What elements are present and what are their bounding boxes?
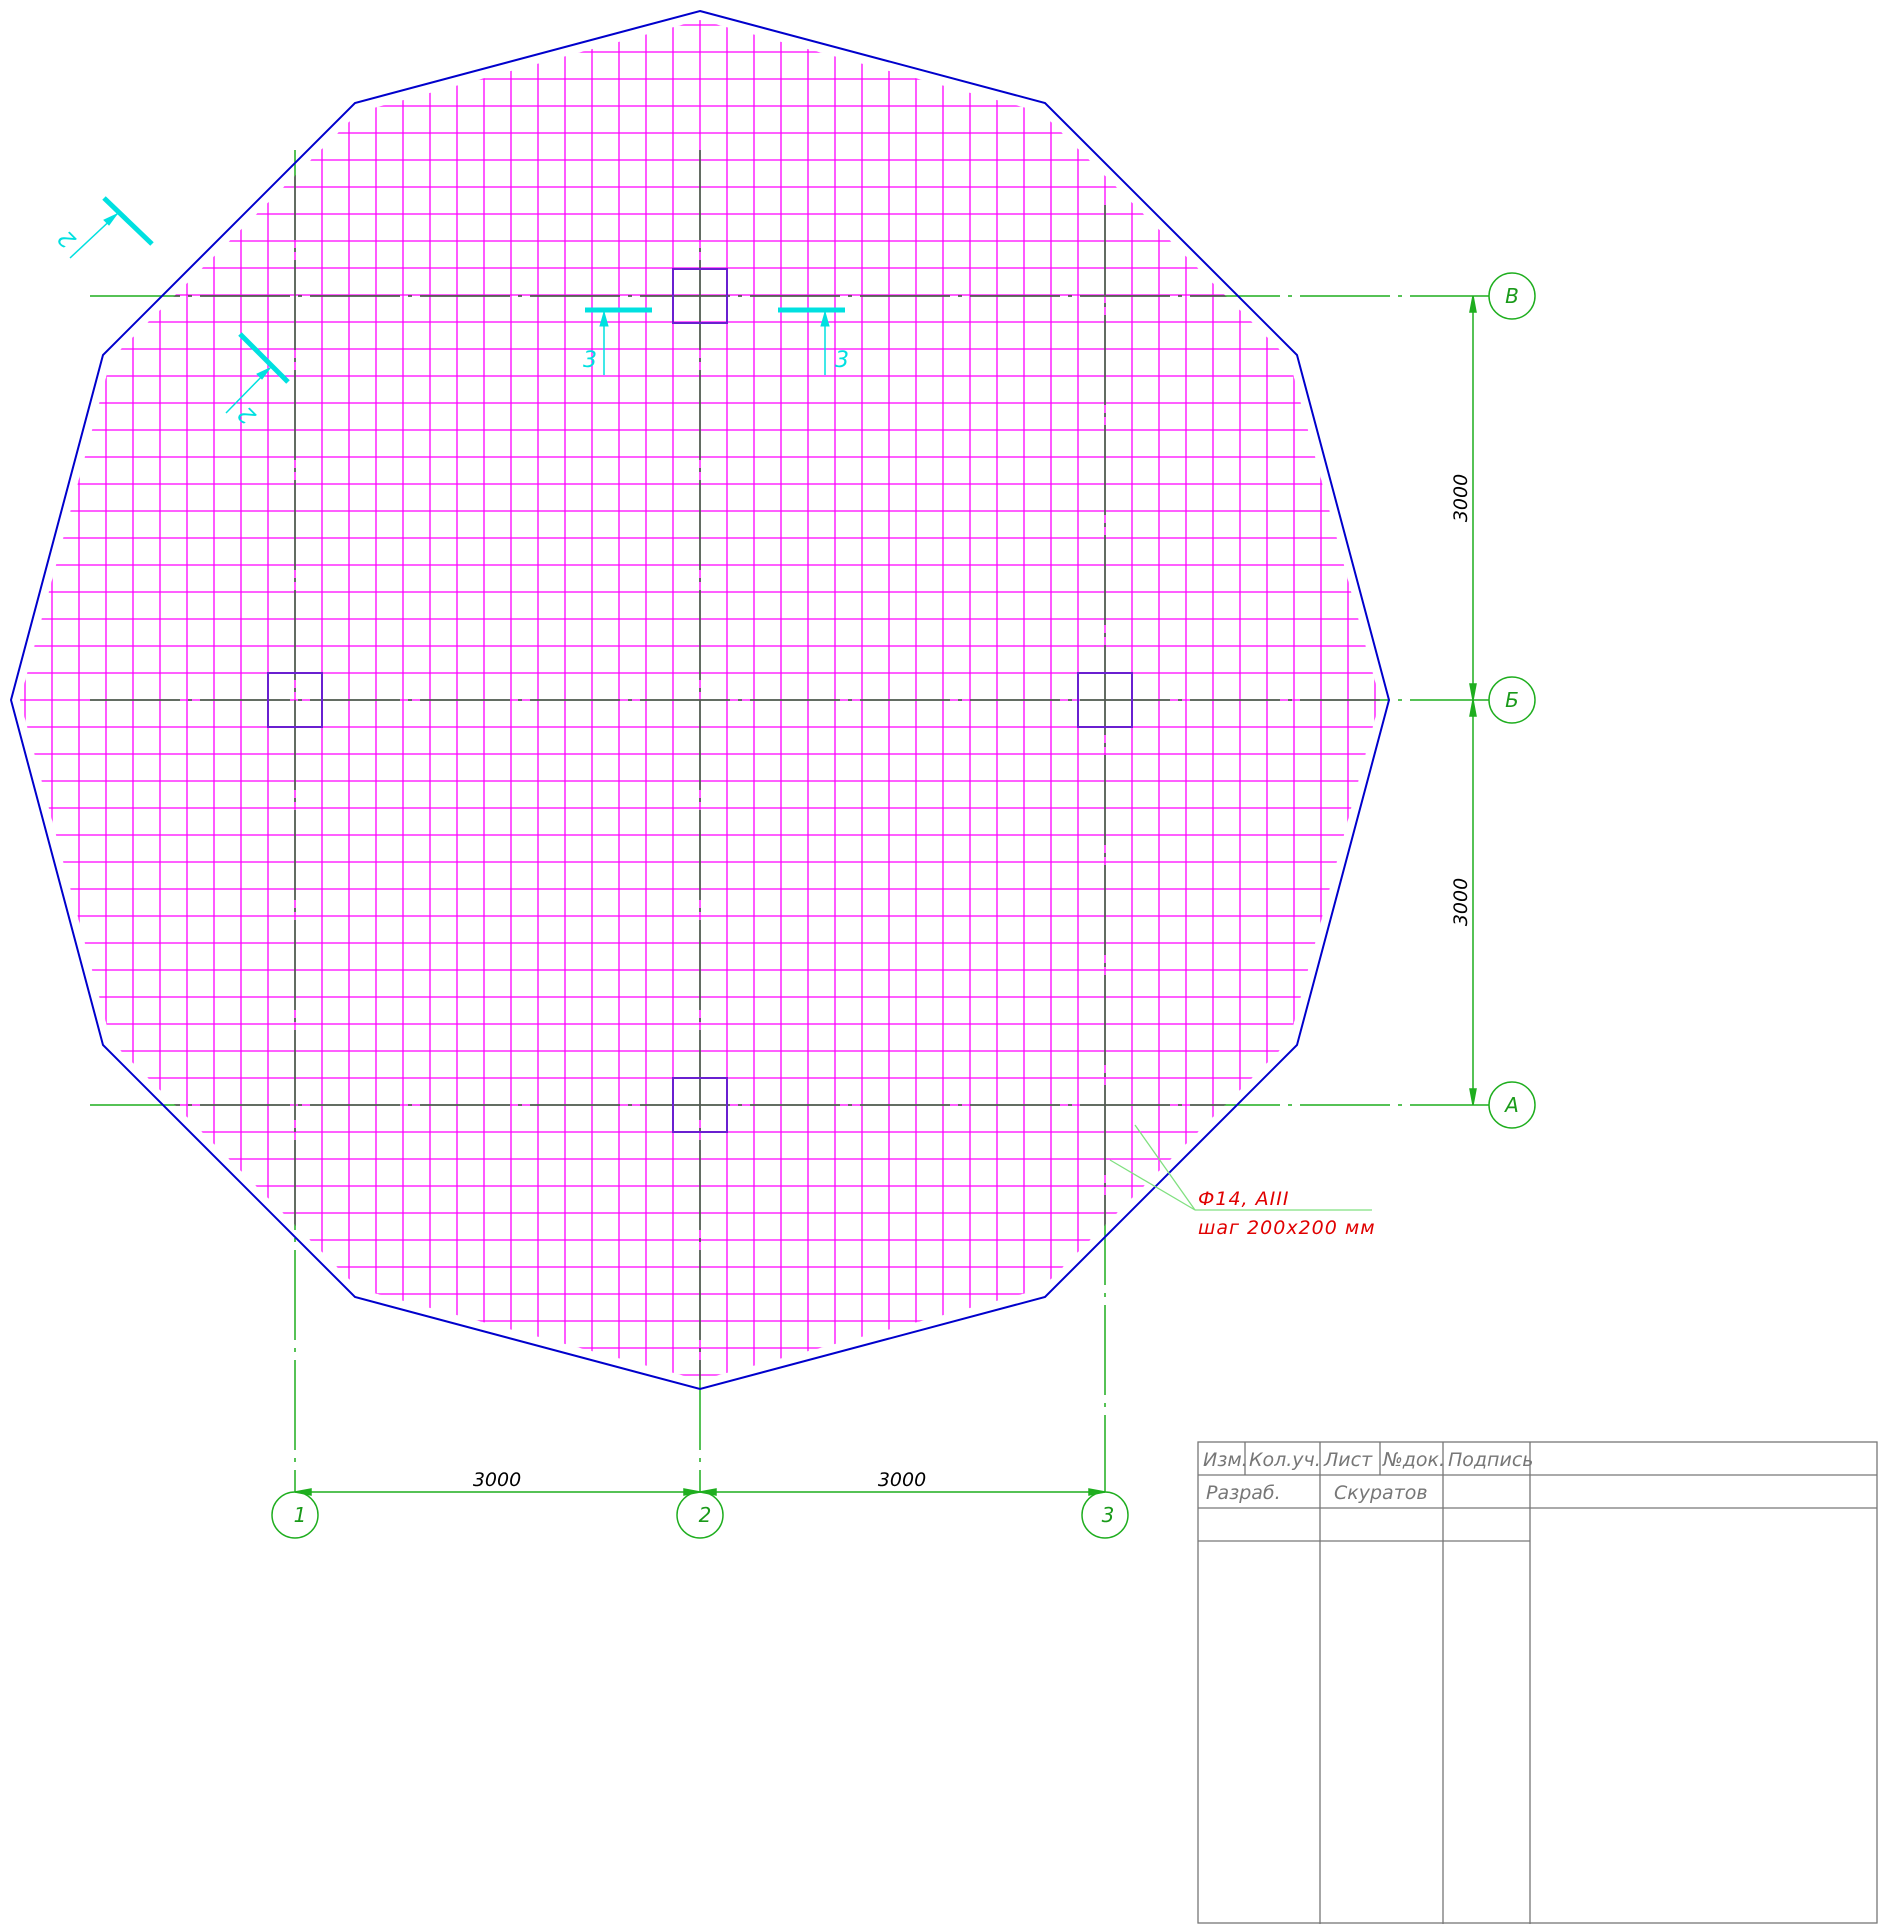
title-cell: Скуратов	[1334, 1482, 1428, 1504]
section-label: 3	[835, 348, 849, 373]
drawing: 1 2 3 А Б В 3000 3000 3000 3000 2 2 3 3 …	[0, 0, 1878, 1924]
dimension-text: 3000	[878, 1469, 926, 1491]
title-cell: Изм.	[1203, 1449, 1248, 1471]
axis-label: 2	[699, 1503, 712, 1527]
title-cell: Разраб.	[1206, 1482, 1281, 1504]
title-block	[1198, 1442, 1877, 1924]
annotation: шаг 200х200 мм	[1198, 1217, 1376, 1239]
title-cell: №док.	[1382, 1449, 1445, 1471]
dimension-text: 3000	[473, 1469, 521, 1491]
title-cell: Кол.уч.	[1249, 1449, 1321, 1471]
dimension-text: 3000	[1450, 878, 1472, 926]
annotation: Ф14, AIII	[1198, 1188, 1289, 1210]
axis-label: Б	[1505, 688, 1519, 712]
axis-bubbles	[272, 273, 1535, 1538]
grid-axes	[90, 150, 1490, 1492]
title-cell: Лист	[1323, 1449, 1373, 1471]
title-cell: Подпись	[1448, 1449, 1533, 1471]
section-label: 2	[234, 401, 262, 429]
axis-label: 3	[1102, 1503, 1115, 1527]
axis-label: 1	[294, 1503, 307, 1527]
axis-label: А	[1503, 1093, 1519, 1117]
dimension-lines	[295, 296, 1476, 1495]
grid-axes-inner	[90, 150, 1490, 1492]
section-label: 3	[583, 348, 597, 373]
axis-label: В	[1505, 284, 1519, 308]
dimension-text: 3000	[1450, 474, 1472, 522]
section-label: 2	[54, 225, 82, 253]
